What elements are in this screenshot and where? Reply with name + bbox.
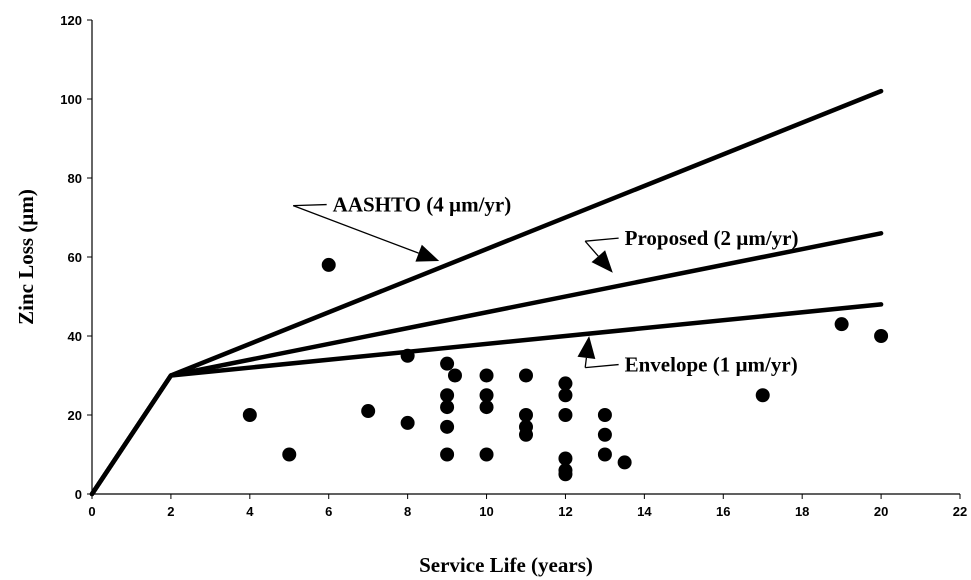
trend-line-0: [89, 88, 884, 497]
x-tick-label: 22: [953, 504, 967, 519]
data-point: [440, 400, 455, 415]
data-point: [617, 455, 632, 470]
y-tick-label: 0: [75, 487, 82, 502]
data-point: [440, 356, 455, 371]
annotation-label-2: Envelope (1 µm/yr): [625, 353, 798, 377]
data-point: [440, 388, 455, 403]
x-tick-label: 8: [404, 504, 411, 519]
trend-lines: [89, 88, 884, 497]
annotation-arrowhead-0: [415, 244, 440, 262]
data-point: [479, 400, 494, 415]
y-tick-label: 20: [68, 408, 82, 423]
annotations: AASHTO (4 µm/yr) Proposed (2 µm/yr) Envelo…: [292, 193, 799, 377]
data-point: [519, 427, 533, 442]
x-tick-label: 16: [716, 504, 730, 519]
data-point: [558, 451, 573, 466]
x-tick-label: 6: [325, 504, 332, 519]
data-point: [558, 388, 573, 403]
trend-line-2: [89, 302, 884, 497]
data-point: [400, 348, 415, 363]
annotation-arrow-shaft-2: [584, 357, 588, 368]
annotation-leader-2: [585, 363, 619, 369]
x-tick-label: 4: [246, 504, 254, 519]
annotation-leader-1: [585, 237, 619, 242]
x-tick-label: 18: [795, 504, 809, 519]
data-point: [558, 408, 573, 422]
data-point: [479, 368, 494, 383]
annotation-label-1: Proposed (2 µm/yr): [625, 226, 799, 250]
data-point: [874, 329, 889, 343]
data-point: [755, 388, 770, 403]
x-tick-label: 14: [637, 504, 652, 519]
data-point: [447, 368, 462, 383]
x-tick-label: 12: [558, 504, 572, 519]
y-tick-label: 120: [60, 13, 82, 28]
x-tick-label: 10: [479, 504, 493, 519]
data-point: [479, 388, 494, 403]
annotation-label-0: AASHTO (4 µm/yr): [333, 193, 512, 217]
data-point: [400, 415, 415, 430]
data-point: [242, 408, 257, 422]
data-point: [440, 419, 455, 434]
data-point: [282, 447, 297, 462]
data-point: [321, 257, 336, 272]
y-axis-title: Zinc Loss (µm): [14, 189, 38, 325]
y-tick-label: 60: [68, 250, 82, 265]
x-tick-label: 2: [167, 504, 174, 519]
y-tick-label: 40: [68, 329, 82, 344]
data-point: [519, 408, 533, 422]
data-point: [558, 376, 573, 391]
annotation-arrow-shaft-0: [292, 205, 419, 254]
data-point: [558, 467, 573, 482]
data-point: [597, 408, 612, 422]
data-point: [597, 447, 612, 462]
data-points: [242, 257, 889, 482]
data-point: [361, 404, 376, 419]
annotation-leader-0: [293, 203, 327, 207]
x-tick-label: 0: [88, 504, 95, 519]
data-point: [597, 427, 612, 442]
axes: [87, 19, 961, 499]
data-point: [834, 317, 849, 332]
data-point: [479, 447, 494, 462]
annotation-arrowhead-2: [577, 336, 596, 359]
data-point: [440, 447, 455, 462]
data-point: [519, 368, 533, 383]
x-axis-title: Service Life (years): [419, 553, 593, 577]
annotation-arrow-shaft-1: [584, 240, 599, 257]
annotation-arrowhead-1: [591, 250, 613, 273]
y-tick-label: 100: [60, 92, 82, 107]
y-tick-label: 80: [68, 171, 82, 186]
x-tick-label: 20: [874, 504, 888, 519]
tick-labels: 0 2 4 6 8 10 12 14 16 18 20 22 0 20 40 60 80 100 120: [60, 13, 967, 519]
